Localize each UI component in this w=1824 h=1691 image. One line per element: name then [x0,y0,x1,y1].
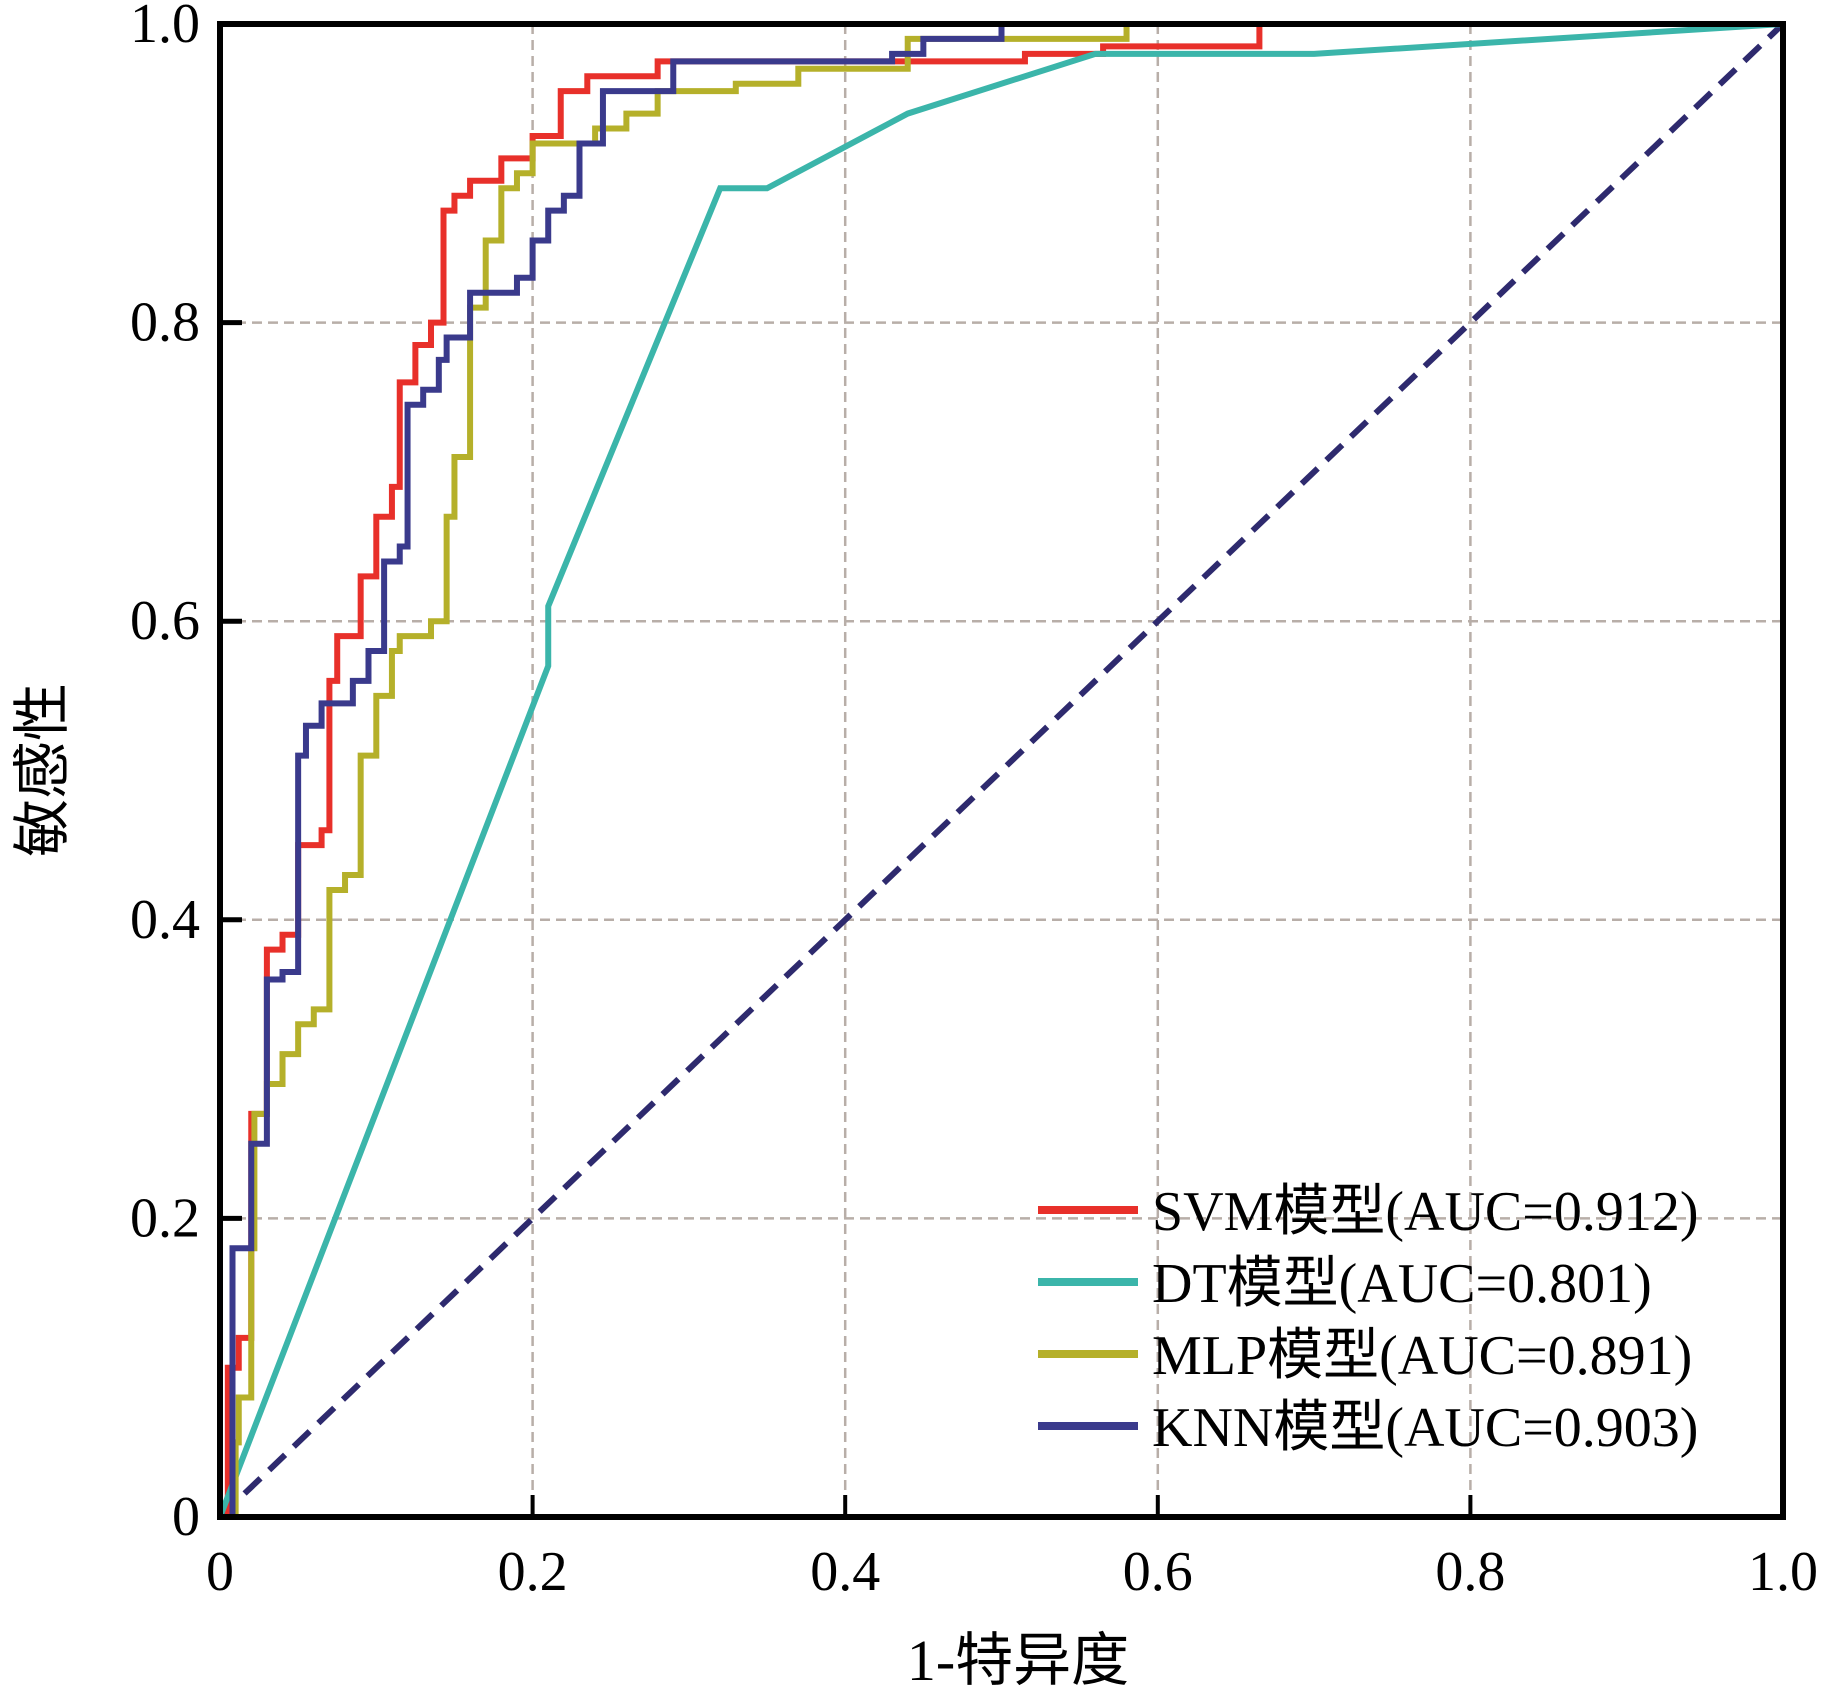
y-tick-label: 0.2 [130,1187,200,1249]
roc-curve-1 [217,21,1784,1519]
y-tick-label: 0.8 [130,292,200,354]
roc-curve-3 [220,21,1783,1520]
x-tick-label: 0.4 [810,1541,880,1603]
ticks: 0 0.2 0.4 0.6 0.8 1.0 0 0.2 0.4 0.6 0.8 1.0 [130,0,1818,1603]
series-layer [217,21,1786,1520]
legend-label: DT模型(AUC=0.801) [1152,1253,1652,1315]
y-axis-label: 敏感性 [10,683,75,857]
roc-curve-0 [220,21,1783,1520]
x-tick-label: 0.6 [1123,1541,1193,1603]
legend-label: SVM模型(AUC=0.912) [1152,1181,1699,1243]
legend-label: MLP模型(AUC=0.891) [1152,1325,1692,1387]
y-tick-label: 0.4 [130,889,200,951]
plot-frame [217,21,1786,1520]
legend-label: KNN模型(AUC=0.903) [1152,1397,1698,1459]
x-tick-label: 0.2 [498,1541,568,1603]
x-axis-label: 1-特异度 [907,1628,1129,1691]
x-tick-label: 0.8 [1435,1541,1505,1603]
x-tick-label: 1.0 [1748,1541,1818,1603]
x-tick-label: 0 [206,1541,234,1603]
y-tick-label: 1.0 [130,0,200,55]
y-tick-label: 0.6 [130,590,200,652]
y-tick-label: 0 [172,1486,200,1548]
reference-diagonal-line [217,21,1786,1520]
legend: SVM模型(AUC=0.912) DT模型(AUC=0.801) MLP模型(AUC… [1038,1181,1699,1459]
